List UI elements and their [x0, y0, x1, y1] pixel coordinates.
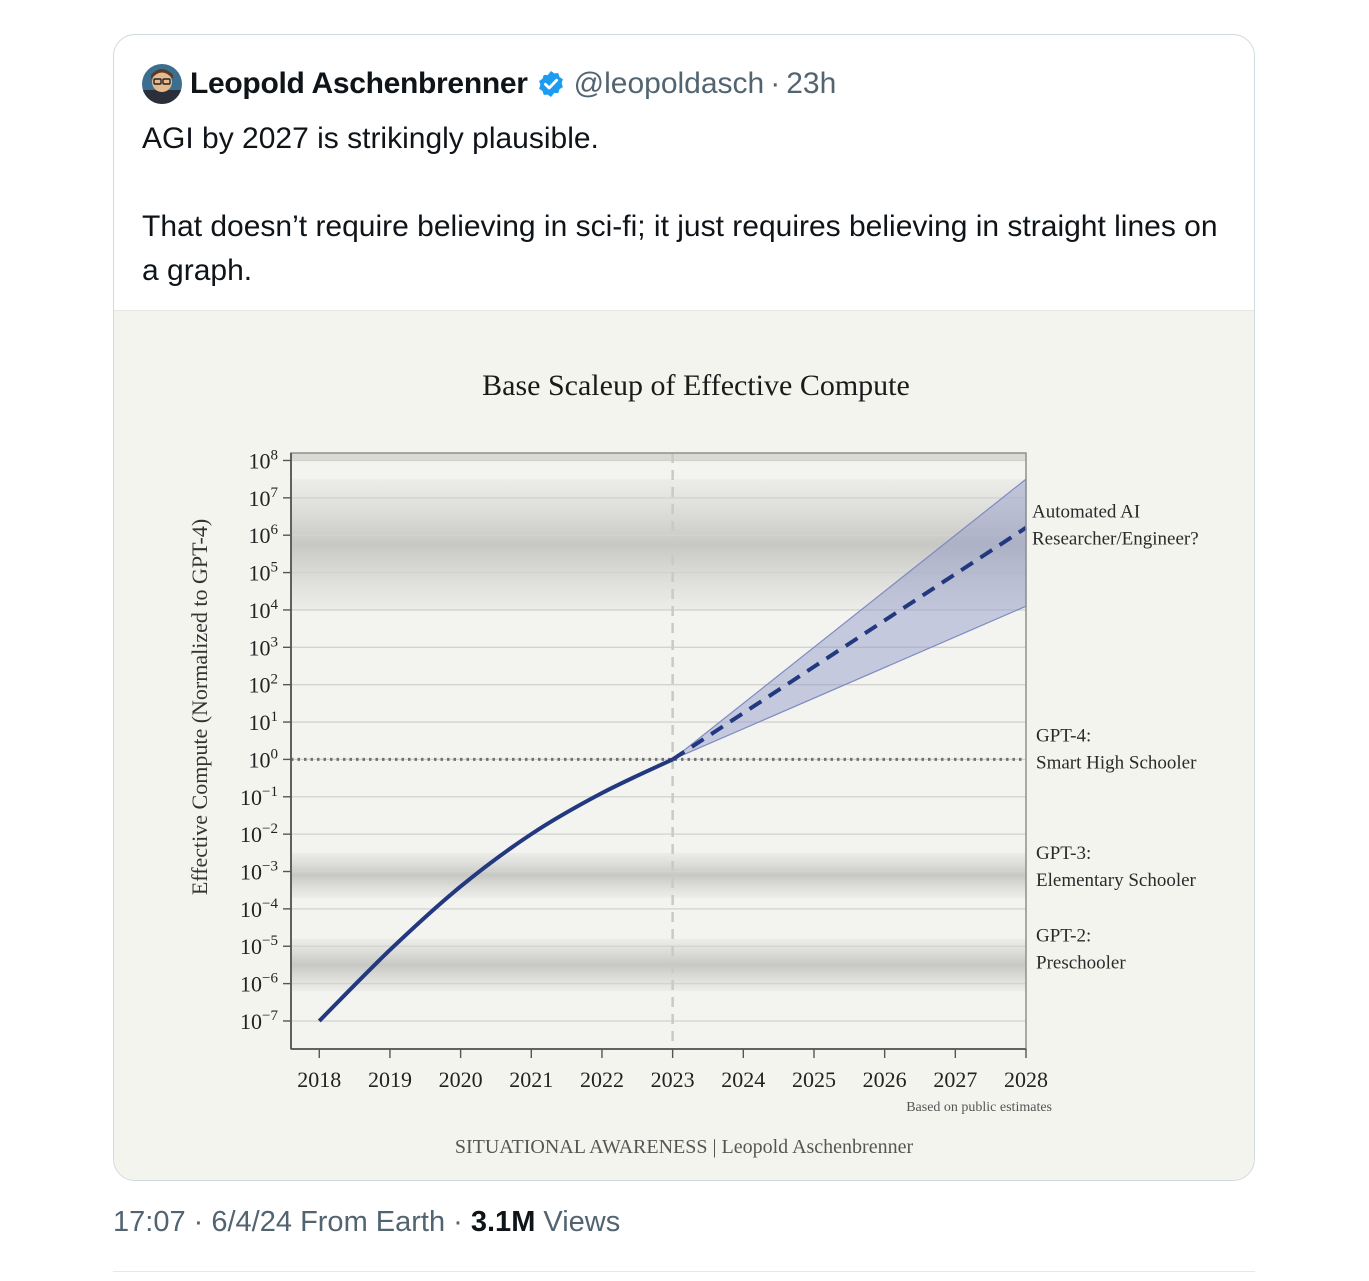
y-tick-label: 106	[249, 522, 279, 548]
y-tick-exponent: 1	[271, 709, 279, 725]
y-tick-label: 10−7	[240, 1008, 278, 1034]
y-tick-exponent: −4	[262, 896, 278, 912]
post-location: From Earth	[300, 1206, 446, 1238]
y-tick-exponent: −3	[262, 859, 278, 875]
tweet-header: Leopold Aschenbrenner @leopoldasch · 23h	[142, 63, 836, 105]
annotation-label: Preschooler	[1036, 952, 1126, 973]
tweet-card[interactable]: Leopold Aschenbrenner @leopoldasch · 23h…	[113, 34, 1255, 1181]
relative-time[interactable]: 23h	[786, 67, 837, 100]
projection-line	[671, 526, 1028, 762]
y-tick-exponent: −2	[262, 821, 278, 837]
y-tick-exponent: 8	[271, 447, 279, 463]
x-tick-label: 2019	[368, 1067, 412, 1092]
shaded-band	[291, 852, 1026, 898]
views-count: 3.1M	[470, 1206, 536, 1238]
y-tick-label: 10−3	[240, 859, 278, 885]
x-tick-label: 2027	[933, 1067, 977, 1092]
shaded-band	[291, 938, 1026, 992]
y-axis-label: Effective Compute (Normalized to GPT-4)	[187, 519, 212, 895]
y-tick-label: 10−2	[240, 821, 278, 847]
tweet-text-line: AGI by 2027 is strikingly plausible.	[142, 122, 599, 155]
avatar[interactable]	[142, 64, 182, 104]
y-tick-exponent: 6	[271, 522, 279, 538]
y-tick-exponent: 0	[271, 746, 279, 762]
y-tick-label: 108	[249, 447, 279, 473]
author-handle[interactable]: @leopoldasch	[573, 67, 765, 100]
annotation-label: GPT-4:	[1036, 726, 1091, 747]
annotation-label: GPT-2:	[1036, 925, 1091, 946]
y-tick-label: 10−1	[240, 784, 278, 810]
separator-dot: ·	[193, 1206, 212, 1238]
y-tick-exponent: −7	[262, 1008, 278, 1024]
x-tick-label: 2020	[439, 1067, 483, 1092]
divider	[113, 1271, 1255, 1272]
y-tick-label: 103	[249, 634, 279, 660]
annotation-label: Smart High Schooler	[1036, 753, 1197, 774]
annotation-label: Researcher/Engineer?	[1032, 529, 1199, 550]
annotation-label: Elementary Schooler	[1036, 870, 1197, 891]
y-tick-exponent: −5	[262, 933, 278, 949]
y-tick-label: 10−4	[240, 896, 278, 922]
historical-line	[317, 757, 674, 1023]
post-date[interactable]: 6/4/24	[211, 1206, 292, 1238]
verified-badge-icon	[538, 71, 563, 97]
y-tick-label: 102	[249, 672, 279, 698]
source-note: Based on public estimates	[906, 1100, 1052, 1115]
y-tick-label: 100	[249, 746, 279, 772]
y-tick-exponent: −6	[262, 971, 278, 987]
y-tick-exponent: 3	[271, 634, 279, 650]
x-tick-label: 2025	[792, 1067, 836, 1092]
tweet-text: AGI by 2027 is strikingly plausible. Tha…	[142, 117, 1222, 293]
post-time[interactable]: 17:07	[113, 1206, 186, 1238]
author-name[interactable]: Leopold Aschenbrenner	[190, 67, 528, 100]
y-tick-exponent: −1	[262, 784, 278, 800]
views-label: Views	[543, 1206, 621, 1238]
y-tick-label: 101	[249, 709, 279, 735]
tweet-text-line: That doesn’t require believing in sci-fi…	[142, 210, 1218, 287]
compute-chart: Base Scaleup of Effective Compute 10−710…	[187, 369, 1199, 1158]
y-tick-exponent: 5	[271, 560, 279, 576]
separator-dot: ·	[445, 1206, 471, 1238]
annotation-label: Automated AI	[1032, 502, 1140, 523]
y-tick-exponent: 4	[271, 597, 279, 613]
x-tick-label: 2023	[651, 1067, 695, 1092]
annotation-label: GPT-3:	[1036, 843, 1091, 864]
x-tick-label: 2018	[297, 1067, 341, 1092]
y-tick-exponent: 7	[271, 485, 279, 501]
y-tick-exponent: 2	[271, 672, 279, 688]
separator-dot: ·	[770, 67, 781, 100]
chart-title: Base Scaleup of Effective Compute	[482, 369, 910, 402]
chart-credit: SITUATIONAL AWARENESS | Leopold Aschenbr…	[455, 1136, 914, 1158]
y-tick-label: 10−5	[240, 933, 278, 959]
top-band	[291, 453, 1026, 461]
shaded-band	[291, 479, 1026, 610]
y-tick-label: 10−6	[240, 971, 278, 997]
x-tick-label: 2024	[721, 1067, 765, 1092]
tweet-footer: 17:07 · 6/4/24 From Earth · 3.1M Views	[113, 1206, 620, 1239]
tweet-media-chart[interactable]: Base Scaleup of Effective Compute 10−7 10…	[114, 310, 1254, 1180]
y-tick-label: 104	[249, 597, 279, 623]
x-tick-label: 2021	[509, 1067, 553, 1092]
y-tick-label: 105	[249, 560, 279, 586]
x-tick-label: 2022	[580, 1067, 624, 1092]
x-tick-label: 2026	[863, 1067, 907, 1092]
y-tick-label: 107	[249, 485, 279, 511]
x-tick-label: 2028	[1004, 1067, 1048, 1092]
